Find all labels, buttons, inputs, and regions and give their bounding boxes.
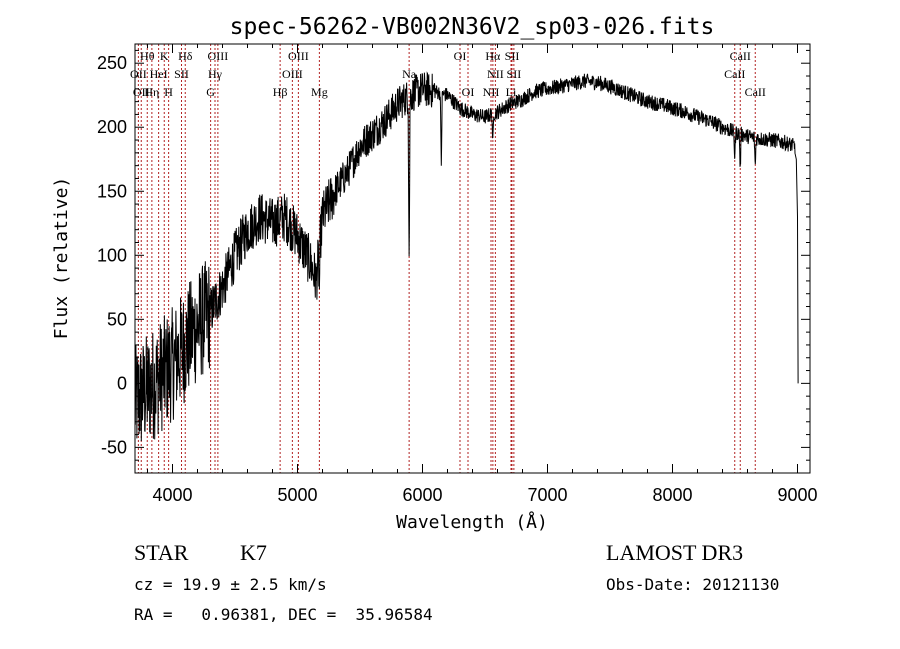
spectral-line-label: SII [174,67,189,81]
y-tick-label: -50 [101,437,127,457]
spectral-line-label: OII [130,67,147,81]
spectral-line-label: G [206,85,215,99]
spectral-line-label: NII [487,67,504,81]
spectrum-line [134,71,799,442]
y-tick-label: 250 [97,53,127,73]
spectral-line-label: Mg [311,85,328,99]
survey-name: LAMOST DR3 [606,540,744,565]
spectral-line-label: SII [505,49,520,63]
spectral-line-label: Li [506,85,517,99]
spectral-line-label: OIII [288,49,309,63]
y-tick-label: 150 [97,181,127,201]
x-axis-label: Wavelength (Å) [396,511,548,533]
spectral-line-label: SII [507,67,522,81]
y-axis-label: Flux (relative) [51,177,72,340]
spectral-line-label: NII [483,85,500,99]
spectral-line-label: Hη [144,85,159,99]
object-subclass: K7 [240,540,267,565]
y-tick-label: 100 [97,245,127,265]
spectral-line-label: HeI [150,67,168,81]
x-tick-label: 6000 [402,485,442,505]
x-axis-ticks: 4000 5000 6000 7000 8000 9000 [147,44,818,505]
spectral-line-label: Hγ [208,67,223,81]
spectral-line-label: CaII [724,67,745,81]
observation-date: Obs-Date: 20121130 [606,575,780,594]
coordinates: RA = 0.96381, DEC = 35.96584 [134,605,433,624]
y-tick-label: 200 [97,117,127,137]
spectral-line-label: Hα [485,49,501,63]
spectral-line-label: K [160,49,169,63]
x-tick-label: 4000 [152,485,192,505]
object-class: STAR [134,540,189,565]
y-tick-label: 50 [107,309,127,329]
spectral-line-label: CaII [730,49,751,63]
chart-title: spec-56262-VB002N36V2_sp03-026.fits [230,14,715,40]
spectral-line-label: OI [462,85,475,99]
spectral-line-label: OIII [282,67,303,81]
plot-frame [134,43,811,474]
redshift-value: cz = 19.9 ± 2.5 km/s [134,575,327,594]
spectral-line-label: OIII [208,49,229,63]
x-tick-label: 7000 [527,485,567,505]
spectral-line-label: CaII [745,85,766,99]
spectral-line-labels: OIIOIIHθHηHeIKHSIIHδGHγOIIIHβOIIIOIIIMgN… [130,49,766,99]
x-tick-label: 8000 [652,485,692,505]
x-tick-label: 5000 [277,485,317,505]
spectral-line-label: Hθ [140,49,155,63]
spectral-line-label: Hδ [178,49,193,63]
spectral-line-label: H [164,85,173,99]
y-axis-ticks: -50 0 50 100 150 200 250 [97,49,810,461]
y-tick-label: 0 [117,373,127,393]
x-tick-label: 9000 [777,485,817,505]
spectral-line-label: Hβ [273,85,288,99]
spectral-line-label: Na [402,67,417,81]
spectral-line-label: OI [454,49,467,63]
